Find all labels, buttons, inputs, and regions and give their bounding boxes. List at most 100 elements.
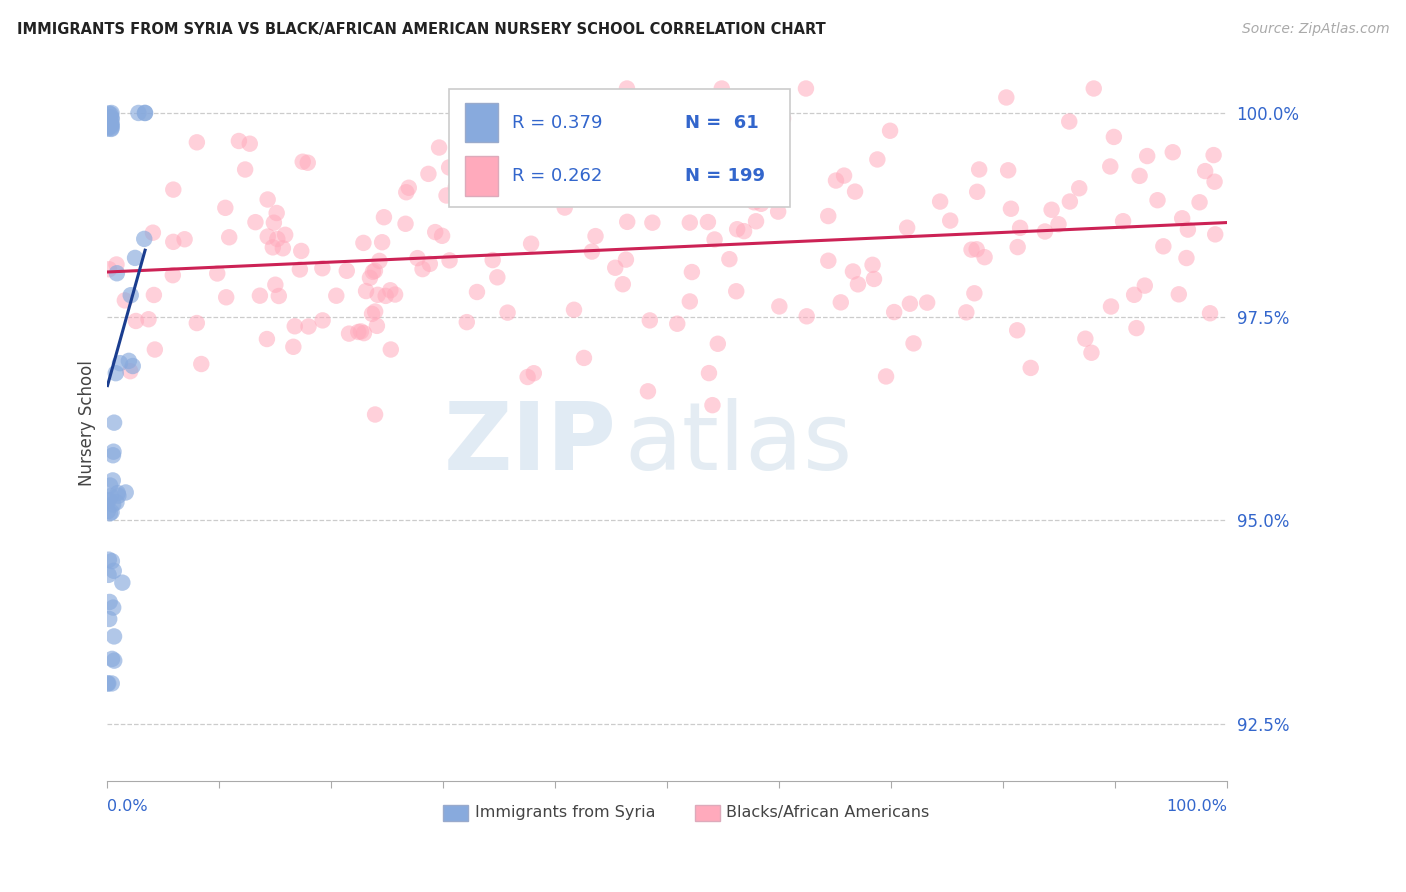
Point	[297, 319, 319, 334]
Point	[553, 131, 575, 145]
Point	[311, 313, 333, 327]
Point	[233, 162, 256, 177]
Point	[120, 364, 142, 378]
Point	[364, 304, 387, 318]
Point	[352, 235, 374, 250]
Point	[256, 193, 278, 207]
Point	[100, 106, 122, 120]
Text: Immigrants from Syria: Immigrants from Syria	[475, 805, 655, 821]
Point	[898, 297, 921, 311]
Point	[733, 224, 755, 238]
Point	[98, 478, 121, 492]
Point	[103, 629, 125, 643]
Point	[249, 288, 271, 302]
Point	[134, 106, 156, 120]
Point	[418, 167, 440, 181]
Point	[967, 162, 990, 177]
Point	[120, 288, 142, 302]
Text: N = 199: N = 199	[685, 167, 765, 185]
Point	[616, 215, 638, 229]
Point	[114, 485, 136, 500]
Point	[214, 201, 236, 215]
Point	[336, 264, 359, 278]
Point	[710, 81, 733, 95]
Point	[103, 600, 125, 615]
Point	[496, 305, 519, 319]
Point	[554, 201, 576, 215]
Point	[439, 253, 461, 268]
Point	[1167, 287, 1189, 301]
Point	[101, 112, 124, 126]
Y-axis label: Nursery School: Nursery School	[79, 359, 96, 485]
Point	[98, 119, 121, 133]
Point	[406, 251, 429, 265]
Point	[97, 504, 120, 518]
Point	[862, 258, 884, 272]
Point	[995, 90, 1018, 104]
Point	[929, 194, 952, 209]
Point	[725, 285, 748, 299]
Point	[612, 277, 634, 292]
Point	[96, 121, 118, 136]
Point	[963, 286, 986, 301]
Point	[262, 240, 284, 254]
Point	[228, 134, 250, 148]
Point	[361, 265, 384, 279]
Point	[267, 289, 290, 303]
Point	[380, 283, 402, 297]
Point	[1033, 225, 1056, 239]
Point	[239, 136, 262, 151]
Point	[1204, 175, 1226, 189]
Point	[883, 305, 905, 319]
Point	[524, 134, 547, 148]
Point	[143, 343, 166, 357]
Point	[444, 180, 467, 194]
Bar	[695, 805, 720, 821]
Point	[768, 300, 790, 314]
Point	[108, 356, 131, 370]
Point	[427, 140, 450, 154]
Point	[367, 287, 389, 301]
Point	[263, 216, 285, 230]
Point	[966, 185, 988, 199]
Point	[98, 595, 121, 609]
Point	[103, 416, 125, 430]
Point	[101, 554, 124, 568]
Point	[516, 370, 538, 384]
Point	[1083, 81, 1105, 95]
Point	[1059, 194, 1081, 209]
Point	[425, 225, 447, 239]
Text: R = 0.379: R = 0.379	[512, 113, 602, 132]
Point	[1047, 217, 1070, 231]
Point	[1202, 148, 1225, 162]
Point	[124, 251, 146, 265]
Point	[118, 354, 141, 368]
Point	[264, 277, 287, 292]
Point	[97, 676, 120, 690]
Point	[456, 315, 478, 329]
Point	[572, 351, 595, 365]
Point	[215, 290, 238, 304]
Point	[111, 575, 134, 590]
Point	[103, 654, 125, 668]
Point	[162, 235, 184, 249]
Point	[395, 186, 418, 200]
Point	[186, 136, 208, 150]
Point	[437, 161, 460, 175]
Point	[666, 317, 689, 331]
Point	[256, 332, 278, 346]
Point	[585, 229, 607, 244]
Point	[1152, 239, 1174, 253]
Point	[606, 116, 628, 130]
Point	[103, 444, 125, 458]
Point	[817, 209, 839, 223]
Point	[138, 312, 160, 326]
Point	[288, 262, 311, 277]
Point	[1102, 130, 1125, 145]
Point	[368, 253, 391, 268]
Point	[724, 170, 747, 185]
Point	[960, 243, 983, 257]
Point	[479, 167, 502, 181]
Point	[100, 107, 122, 121]
Point	[1129, 169, 1152, 183]
